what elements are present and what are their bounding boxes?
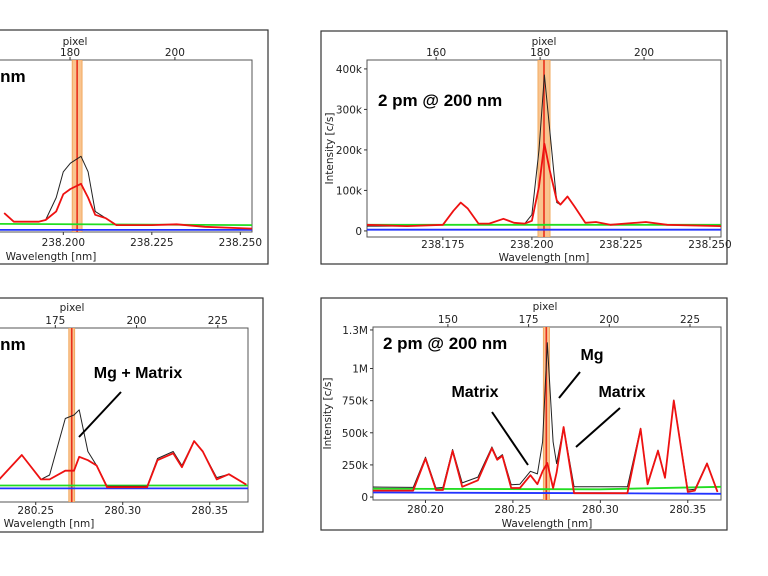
- top-tick-label: 225: [208, 315, 228, 327]
- annotation-label: Matrix: [451, 384, 498, 401]
- x-tick-label: 280.30: [582, 504, 619, 516]
- y-tick-label: 0: [361, 492, 368, 504]
- chart-panel-4: 280.20 280.25 280.30 280.35 Wavelength [nm] 1…: [320, 297, 728, 531]
- plot-content: [0, 328, 248, 502]
- top-tick-label: 175: [519, 314, 539, 326]
- plot-area: [0, 59, 253, 233]
- top-tick-label: 200: [127, 315, 147, 327]
- top-axis-label: pixel: [533, 301, 558, 313]
- series-line-4: [0, 440, 247, 489]
- annotation-label: Mg + Matrix: [94, 365, 183, 382]
- top-tick-label: 200: [634, 47, 654, 59]
- annotation-label: Matrix: [598, 384, 645, 401]
- x-tick-label: 238.225: [130, 237, 173, 249]
- y-tick-label: 750k: [342, 396, 369, 408]
- panel-title: 2 pm @ 200 nm: [383, 334, 507, 353]
- top-tick-label: 150: [438, 314, 458, 326]
- y-axis-label: Intensity [c/s]: [322, 377, 334, 449]
- x-axis-label: Wavelength [nm]: [6, 251, 97, 263]
- y-tick-label: 500k: [342, 428, 369, 440]
- chart-panel-1: 238.200 238.225 238.250 Wavelength [nm] 180 2…: [0, 29, 269, 265]
- x-axis-label: Wavelength [nm]: [4, 518, 95, 530]
- top-axis-label: pixel: [63, 36, 88, 48]
- annotation-pointer: [78, 391, 122, 438]
- annotation-pointer: [575, 407, 621, 448]
- x-tick-label: 238.225: [599, 239, 642, 251]
- top-tick-label: 200: [165, 47, 185, 59]
- top-tick-label: 180: [530, 47, 550, 59]
- plot-content: [0, 60, 252, 232]
- y-tick-label: 0: [355, 226, 362, 238]
- top-axis-label: pixel: [532, 36, 557, 48]
- y-tick-label: 250k: [342, 460, 369, 472]
- top-tick-label: 175: [45, 315, 65, 327]
- x-tick-label: 238.250: [688, 239, 731, 251]
- x-tick-label: 280.35: [191, 505, 228, 517]
- chart-panel-2: 238.175 238.200 238.225 238.250 Wavelength […: [320, 30, 732, 265]
- series-line-1: [0, 222, 252, 226]
- x-tick-label: 238.175: [421, 239, 464, 251]
- series-line-4: [373, 399, 719, 495]
- series-line-4: [3, 182, 252, 230]
- top-tick-label: 180: [60, 47, 80, 59]
- top-tick-label: 225: [680, 314, 700, 326]
- annotation-pointer: [558, 371, 581, 399]
- x-axis-label: Wavelength [nm]: [499, 252, 590, 264]
- y-tick-label: 1.3M: [342, 325, 368, 337]
- x-tick-label: 280.30: [104, 505, 141, 517]
- top-tick-label: 200: [599, 314, 619, 326]
- series-line-1: [373, 485, 721, 491]
- top-axis-label: pixel: [60, 302, 85, 314]
- y-tick-label: 300k: [336, 104, 363, 116]
- x-tick-label: 238.200: [42, 237, 85, 249]
- x-tick-label: 280.25: [17, 505, 54, 517]
- y-tick-label: 100k: [336, 185, 363, 197]
- plot-area: [0, 327, 249, 503]
- annotation-pointer: [491, 411, 529, 466]
- x-tick-label: 280.25: [495, 504, 532, 516]
- plot-content: [373, 327, 721, 500]
- x-tick-label: 238.250: [219, 237, 262, 249]
- x-axis-label: Wavelength [nm]: [502, 518, 593, 530]
- y-axis-label: Intensity [c/s]: [324, 112, 336, 184]
- panel-title: 2 pm @ 200 nm: [378, 91, 502, 110]
- panel-title: 0 nm: [0, 335, 26, 354]
- y-tick-label: 200k: [336, 145, 363, 157]
- chart-panel-3: 280.25 280.30 280.35 Wavelength [nm] 175 200 2…: [0, 297, 264, 533]
- top-tick-label: 160: [426, 47, 446, 59]
- y-tick-label: 400k: [336, 64, 363, 76]
- x-tick-label: 280.20: [407, 504, 444, 516]
- x-tick-label: 280.35: [669, 504, 706, 516]
- annotation-label: Mg: [580, 347, 603, 364]
- plot-content: [367, 60, 721, 237]
- x-tick-label: 238.200: [510, 239, 553, 251]
- panel-title: 0 nm: [0, 67, 26, 86]
- series-line-4: [367, 142, 721, 228]
- y-tick-label: 1M: [352, 364, 368, 376]
